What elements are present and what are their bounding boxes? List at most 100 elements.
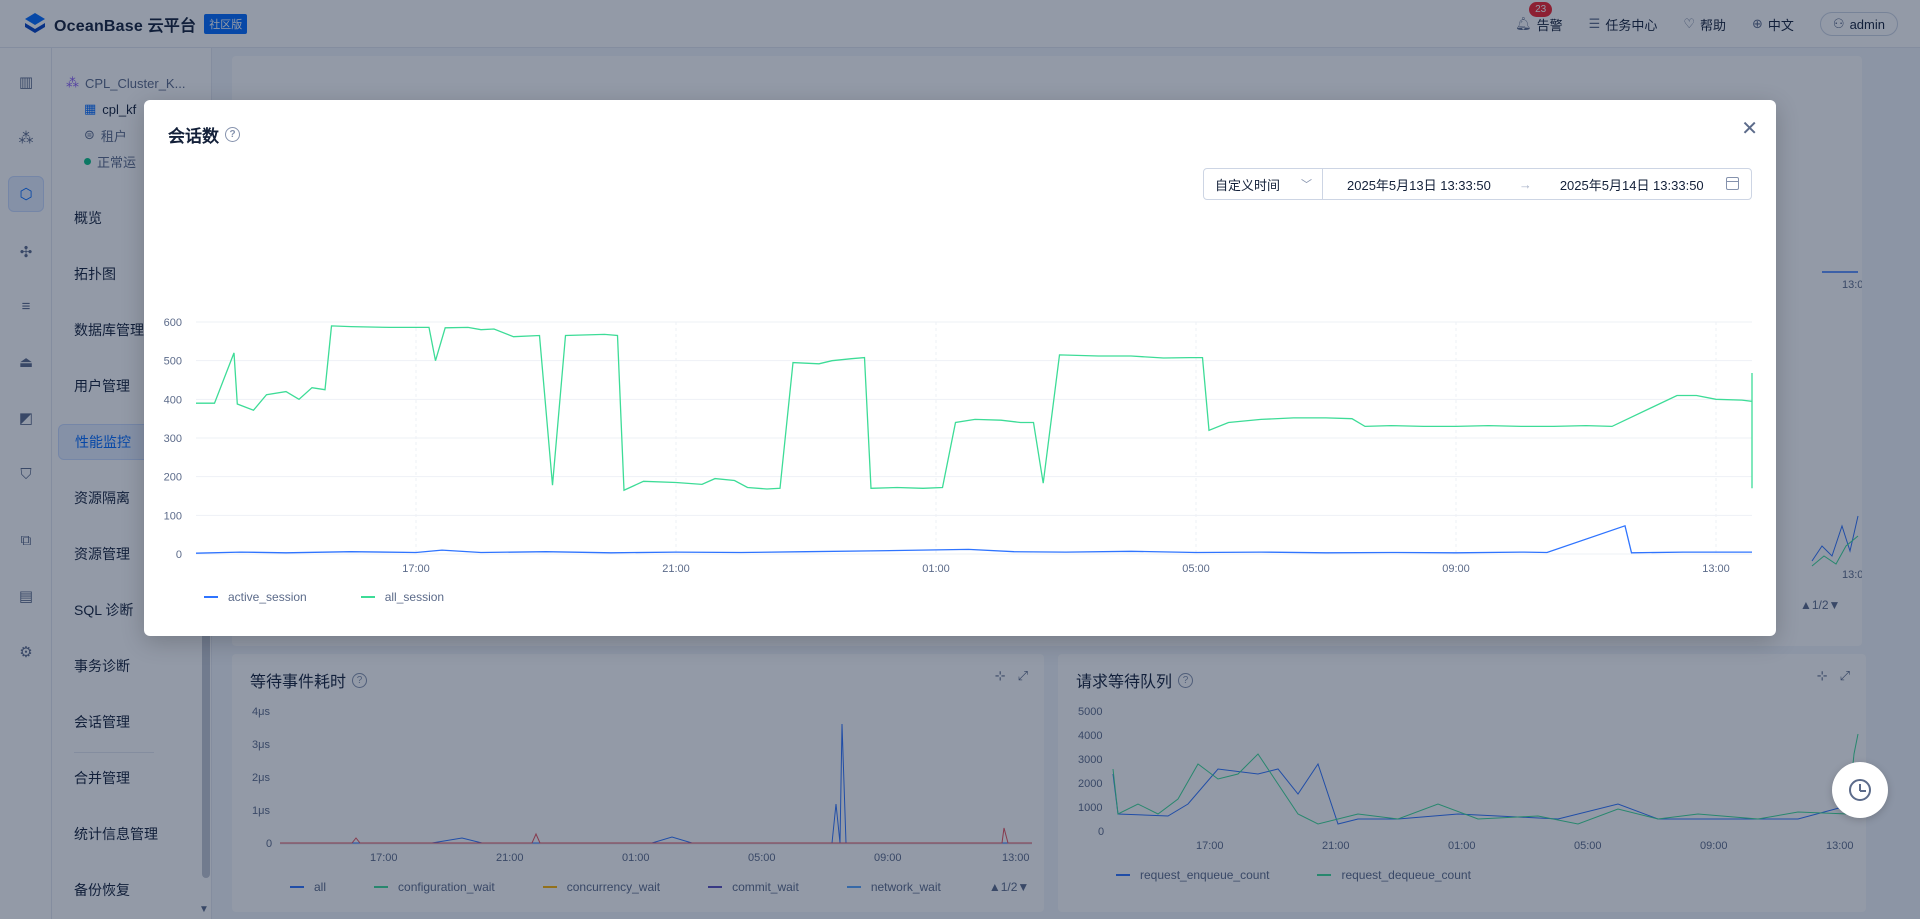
y-tick-label: 600 [164,317,182,329]
queue-line-dequeue [1112,733,1859,825]
wait-line-other [280,827,1032,844]
time-range-input[interactable]: 2025年5月13日 13:33:50 → 2025年5月14日 13:33:5… [1323,175,1751,194]
tenant-status-row: 正常运 [66,148,185,174]
legend-item-active-session[interactable]: active_session [204,590,307,604]
tenant-grid-icon: ▦ [84,101,97,116]
copy-icon[interactable]: ⧉ [20,531,32,549]
help-circle-icon[interactable]: ? [352,672,368,688]
scroll-down-icon[interactable]: ▼ [199,904,209,915]
legend-item-network-wait[interactable]: network_wait [846,880,941,894]
user-menu-button[interactable]: ⚇ admin [1819,12,1898,36]
settings-icon[interactable]: ⚙ [19,644,33,661]
menu-item-users[interactable]: 用户管理 [74,378,130,394]
active-session-swatch [204,596,218,598]
wait-y-tick: 2μs [252,772,270,784]
end-time-value[interactable]: 2025年5月14日 13:33:50 [1559,177,1704,193]
y-tick-label: 0 [176,549,182,561]
background-charts-top: 13:00 13:00 [1811,271,1862,581]
tenant-node[interactable]: ▦ cpl_kf [66,96,185,122]
legend-label: request_enqueue_count [1140,868,1270,882]
pin-icon[interactable]: ⊹ [1816,668,1828,683]
alerts-button[interactable]: 🔔︎ 告警 23 [1515,1,1563,34]
menu-item-backup[interactable]: 备份恢复 [74,882,130,898]
queue-x-tick: 01:00 [1448,840,1476,852]
wait-event-y-ticks: 4μs 3μs 2μs 1μs 0 [252,706,272,850]
bg-mid-pager[interactable]: ▲1/2▼ [1800,598,1841,612]
queue-y-tick: 1000 [1078,802,1102,814]
menu-item-isolation[interactable]: 资源隔离 [74,490,130,506]
language-label: 中文 [1767,17,1794,33]
request-queue-tools: ⊹ ⤢ [1817,668,1850,684]
history-float-button[interactable] [1832,762,1888,818]
help-circle-icon[interactable]: ? [1178,672,1194,688]
menu-item-resources[interactable]: 资源管理 [74,546,130,562]
time-mode-value: 自定义时间 [1215,177,1281,193]
wait-event-title-text: 等待事件耗时 [250,674,347,691]
wait-legend-pager[interactable]: ▲1/2▼ [988,880,1030,894]
all-session-swatch [360,596,375,598]
time-mode-select[interactable]: 自定义时间 ﹀ [1204,169,1323,199]
topology-icon[interactable]: ✣ [19,244,33,261]
pin-icon[interactable]: ⊹ [994,668,1006,683]
request-queue-title-text: 请求等待队列 [1076,674,1173,691]
request-queue-panel: 请求等待队列 ? ⊹ ⤢ 5000 4000 3000 2000 1000 0 … [1058,654,1866,912]
request-queue-title: 请求等待队列 ? [1076,668,1194,692]
help-circle-icon[interactable]: ? [225,127,240,142]
chevron-down-icon: ﹀ [1301,179,1312,191]
expand-icon[interactable]: ⤢ [1017,668,1028,683]
modal-title: 会话数 ? [168,122,240,147]
list-icon[interactable]: ≡ [21,297,31,315]
menu-item-topology[interactable]: 拓扑图 [74,266,116,282]
tenant-icon[interactable]: ⬡ [8,176,44,212]
x-tick-label: 09:00 [1442,563,1470,575]
monitor-icon[interactable]: ◩ [18,410,34,427]
menu-item-overview[interactable]: 概览 [74,210,102,226]
shield-icon[interactable]: ⛉ [20,465,32,483]
user-label: admin [1849,16,1885,32]
cluster-icon[interactable]: ⁂ [18,130,34,147]
menu-item-transaction[interactable]: 事务诊断 [74,658,130,674]
bar-chart-icon[interactable]: ▥ [18,74,34,91]
language-button[interactable]: ⊕ 中文 [1752,15,1794,34]
legend-item-enqueue[interactable]: request_enqueue_count [1116,868,1269,882]
queue-x-ticks: 17:00 21:00 01:00 05:00 09:00 13:00 [1196,840,1854,852]
icon-rail: ▥ ⁂ ⬡ ✣ ≡ ⏏ ◩ ⛉ ⧉ ▤ ⚙ [0,48,52,919]
menu-item-statistics[interactable]: 统计信息管理 [74,826,158,842]
legend-item-concurrency-wait[interactable]: concurrency_wait [542,880,660,894]
globe-icon: ⊕ [1752,16,1763,31]
brand[interactable]: OceanBase 云平台 社区版 [22,11,248,37]
arrow-right-icon: → [1518,176,1532,192]
close-icon[interactable]: ✕ [1741,118,1758,140]
legend-item-all-session[interactable]: all_session [360,590,444,604]
legend-item-all[interactable]: all [290,880,326,894]
tenant-type: 租户 [100,128,127,144]
start-time-value[interactable]: 2025年5月13日 13:33:50 [1347,177,1491,193]
wait-event-x-ticks: 17:00 21:00 01:00 05:00 09:00 13:00 [370,852,1030,864]
menu-item-sessions[interactable]: 会话管理 [74,714,130,730]
wait-x-tick: 21:00 [496,852,524,864]
series-line-active-session [195,524,1752,554]
cluster-node[interactable]: ⁂ CPL_Cluster_K... [66,70,185,96]
expand-icon[interactable]: ⤢ [1839,668,1850,683]
tenant-type-icon: ⊜ [84,127,95,142]
resource-tree: ⁂ CPL_Cluster_K... ▦ cpl_kf ⊜ 租户 正常运 [66,70,185,174]
task-center-button[interactable]: ☰ 任务中心 [1589,15,1658,34]
report-icon[interactable]: ▤ [18,588,34,605]
menu-item-database[interactable]: 数据库管理 [74,322,144,338]
bg-top-tick: 13:00 [1842,279,1862,291]
legend-item-commit-wait[interactable]: commit_wait [708,880,799,894]
bell-icon: 🔔︎ [1515,16,1532,31]
menu-item-sql-diagnosis[interactable]: SQL 诊断 [74,602,134,618]
menu-item-performance[interactable]: 性能监控 [58,424,158,460]
legend-item-dequeue[interactable]: request_dequeue_count [1317,868,1471,882]
help-label: 帮助 [1699,17,1726,33]
calendar-icon[interactable] [1726,177,1739,190]
legend-label: request_dequeue_count [1341,868,1471,882]
legend-item-configuration-wait[interactable]: configuration_wait [374,880,495,894]
queue-y-tick: 5000 [1078,706,1102,718]
help-button[interactable]: ♡ 帮助 [1683,15,1726,34]
alarm-icon[interactable]: ⏏ [18,354,34,371]
y-tick-label: 200 [164,472,182,484]
menu-item-merge[interactable]: 合并管理 [74,770,130,786]
x-tick-label: 13:00 [1702,563,1730,575]
